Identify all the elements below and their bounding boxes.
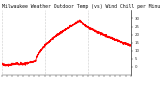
Text: Milwaukee Weather Outdoor Temp (vs) Wind Chill per Minute (Last 24 Hours): Milwaukee Weather Outdoor Temp (vs) Wind…	[2, 4, 160, 9]
